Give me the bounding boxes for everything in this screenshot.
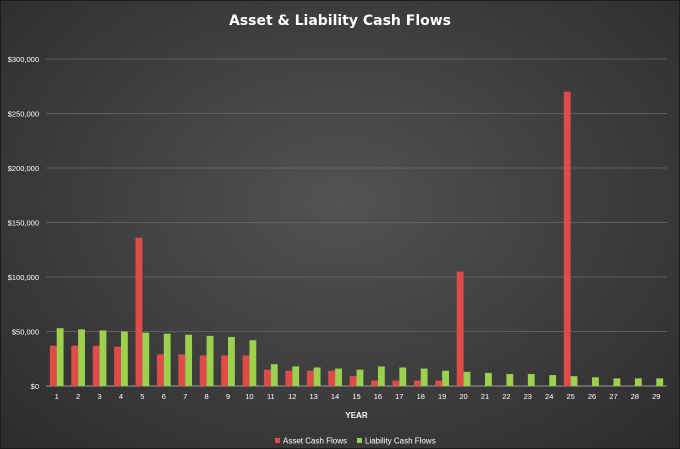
x-tick-label: 17 xyxy=(395,392,403,401)
x-tick-label: 12 xyxy=(288,392,296,401)
bar-asset xyxy=(435,380,443,386)
bar-liability xyxy=(463,371,471,386)
x-axis-title: YEAR xyxy=(345,411,367,420)
bar-asset xyxy=(285,370,293,386)
bar-asset xyxy=(306,370,314,386)
bar-liability xyxy=(356,369,364,386)
x-tick-label: 22 xyxy=(502,392,510,401)
bar-liability xyxy=(442,370,450,386)
bar-liability xyxy=(206,335,214,386)
chart-title: Asset & Liability Cash Flows xyxy=(228,13,452,29)
x-tick-label: 26 xyxy=(588,392,596,401)
bar-asset xyxy=(49,345,57,386)
bar-asset xyxy=(242,355,250,386)
y-tick-label: $50,000 xyxy=(12,328,39,337)
bar-liability xyxy=(78,329,85,386)
x-tick-label: 15 xyxy=(352,392,360,401)
bar-liability xyxy=(613,378,621,386)
bar-asset xyxy=(71,345,79,386)
bar-asset xyxy=(178,354,186,386)
bar-asset xyxy=(135,237,143,386)
bar-asset xyxy=(413,380,421,386)
x-tick-label: 13 xyxy=(310,392,318,401)
bar-asset xyxy=(263,369,271,386)
y-tick-label: $0 xyxy=(31,382,39,391)
x-tick-label: 1 xyxy=(55,392,59,401)
bar-liability xyxy=(656,378,664,386)
x-tick-label: 7 xyxy=(183,392,187,401)
bar-asset xyxy=(371,380,378,386)
bar-liability xyxy=(420,368,428,386)
bar-liability xyxy=(634,378,642,386)
bar-asset xyxy=(392,380,400,386)
bar-asset xyxy=(563,91,571,386)
x-tick-label: 14 xyxy=(331,392,339,401)
bar-liability xyxy=(484,372,492,386)
bar-liability xyxy=(335,368,342,386)
bar-liability xyxy=(399,367,407,386)
bar-liability xyxy=(249,340,257,386)
bar-asset xyxy=(199,355,207,386)
y-tick-label: $150,000 xyxy=(8,219,39,228)
x-tick-label: 18 xyxy=(417,392,425,401)
x-tick-label: 24 xyxy=(545,392,553,401)
legend-swatch xyxy=(275,438,280,443)
bar-liability xyxy=(142,332,150,386)
bar-asset xyxy=(156,354,164,386)
x-tick-label: 11 xyxy=(267,392,275,401)
bar-liability xyxy=(570,376,578,386)
bar-liability xyxy=(270,364,278,386)
bar-liability xyxy=(120,331,128,386)
x-tick-label: 9 xyxy=(226,392,230,401)
x-tick-label: 19 xyxy=(438,392,446,401)
x-tick-label: 29 xyxy=(652,392,660,401)
y-tick-label: $300,000 xyxy=(8,55,39,64)
bar-asset xyxy=(221,355,229,386)
legend-swatch xyxy=(357,438,362,443)
bar-liability xyxy=(313,367,321,386)
bar-asset xyxy=(328,370,336,386)
x-tick-label: 23 xyxy=(524,392,532,401)
y-tick-label: $200,000 xyxy=(8,164,39,173)
legend-label: Asset Cash Flows xyxy=(283,437,347,446)
x-tick-label: 3 xyxy=(97,392,101,401)
x-tick-label: 4 xyxy=(119,392,123,401)
bar-liability xyxy=(292,366,300,386)
bar-asset xyxy=(114,346,121,386)
x-tick-label: 21 xyxy=(481,392,489,401)
x-tick-label: 6 xyxy=(162,392,166,401)
bar-liability xyxy=(549,375,557,386)
legend-label: Liability Cash Flows xyxy=(365,437,436,446)
bar-liability xyxy=(527,374,535,386)
y-tick-label: $250,000 xyxy=(8,110,39,119)
x-tick-label: 2 xyxy=(76,392,80,401)
x-tick-label: 16 xyxy=(374,392,382,401)
bar-asset xyxy=(456,271,464,386)
x-tick-label: 10 xyxy=(245,392,253,401)
bar-liability xyxy=(506,374,514,386)
bar-liability xyxy=(99,330,107,386)
bar-liability xyxy=(56,328,64,386)
x-tick-label: 28 xyxy=(631,392,639,401)
x-tick-label: 5 xyxy=(140,392,144,401)
bar-liability xyxy=(592,377,599,386)
bar-asset xyxy=(92,345,100,386)
bar-asset xyxy=(349,376,357,386)
y-tick-label: $100,000 xyxy=(8,273,39,282)
bar-liability xyxy=(228,336,235,386)
bar-liability xyxy=(185,334,193,386)
bar-liability xyxy=(377,366,385,386)
x-tick-label: 27 xyxy=(609,392,617,401)
x-tick-label: 25 xyxy=(566,392,574,401)
bar-liability xyxy=(163,333,171,386)
x-tick-label: 20 xyxy=(459,392,467,401)
x-tick-label: 8 xyxy=(205,392,209,401)
